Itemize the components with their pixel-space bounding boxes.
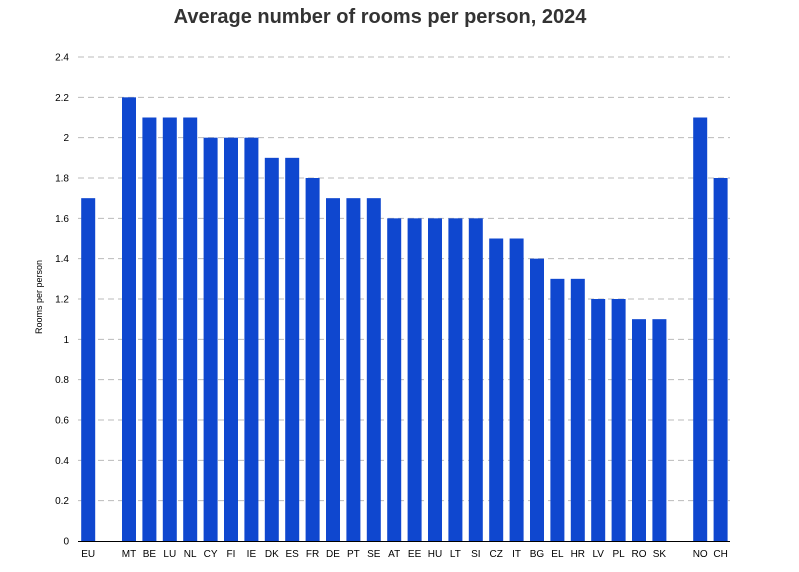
- x-tick-label-pl: PL: [612, 549, 625, 560]
- y-tick-label: 1.6: [55, 214, 69, 225]
- x-tick-label-lt: LT: [450, 549, 461, 560]
- x-tick-label-no: NO: [693, 549, 708, 560]
- bar-sk: [652, 319, 667, 541]
- x-tick-label-cy: CY: [204, 549, 218, 560]
- bar-fr: [305, 178, 320, 541]
- chart-title: Average number of rooms per person, 2024: [173, 6, 587, 28]
- x-tick-label-ie: IE: [247, 549, 257, 560]
- x-tick-label-nl: NL: [184, 549, 197, 560]
- bar-hu: [428, 218, 442, 542]
- y-tick-label: 0: [63, 537, 69, 548]
- bar-dk: [264, 157, 279, 542]
- bar-be: [142, 117, 157, 541]
- bar-cy: [203, 137, 218, 541]
- bar-se: [366, 198, 381, 541]
- x-tick-label-se: SE: [367, 549, 381, 560]
- bar-bg: [530, 258, 544, 541]
- y-tick-label: 2.4: [55, 53, 69, 64]
- y-tick-label: 0.6: [55, 416, 69, 427]
- bar-at: [387, 218, 402, 542]
- x-tick-label-cz: CZ: [490, 549, 503, 560]
- y-tick-label: 1.2: [55, 295, 69, 306]
- bar-cz: [489, 238, 504, 541]
- x-tick-label-ee: EE: [408, 549, 422, 560]
- y-tick-label: 2: [63, 133, 69, 144]
- x-tick-label-hu: HU: [428, 549, 442, 560]
- bar-ie: [244, 137, 259, 541]
- bar-eu: [81, 198, 96, 541]
- y-tick-label: 1.4: [55, 254, 69, 265]
- bar-es: [285, 157, 300, 542]
- y-axis-label: Rooms per person: [34, 260, 44, 334]
- x-tick-label-si: SI: [471, 549, 480, 560]
- bar-ch: [713, 178, 728, 541]
- bar-pl: [611, 299, 626, 541]
- bar-pt: [346, 198, 361, 541]
- bar-lu: [162, 117, 177, 541]
- bar-si: [468, 218, 483, 542]
- x-tick-label-el: EL: [551, 549, 564, 560]
- y-tick-label: 0.2: [55, 496, 69, 507]
- bar-de: [326, 198, 340, 541]
- bar-ee: [407, 218, 422, 542]
- bar-hr: [570, 278, 585, 541]
- y-tick-label: 2.2: [55, 93, 69, 104]
- x-tick-label-ro: RO: [632, 549, 647, 560]
- x-tick-label-hr: HR: [571, 549, 585, 560]
- bar-lv: [591, 299, 606, 541]
- x-tick-label-lu: LU: [163, 549, 176, 560]
- x-tick-label-eu: EU: [81, 549, 95, 560]
- y-tick-label: 0.4: [55, 456, 69, 467]
- x-axis-tick-labels: EU MT BE LU NL CY FI IE DK ES FR DE PT SE AT EE HU LT SI CZ…: [81, 549, 728, 560]
- bar-el: [550, 278, 565, 541]
- bar-lt: [448, 218, 463, 542]
- bar-no: [693, 117, 708, 541]
- bar-it: [509, 238, 524, 541]
- bar-mt: [122, 97, 136, 541]
- bar-nl: [183, 117, 198, 541]
- x-tick-label-pt: PT: [347, 549, 360, 560]
- x-tick-label-sk: SK: [653, 549, 667, 560]
- x-tick-label-be: BE: [143, 549, 157, 560]
- x-tick-label-it: IT: [512, 549, 521, 560]
- x-tick-label-mt: MT: [122, 549, 136, 560]
- bar-fi: [224, 137, 238, 541]
- x-tick-label-bg: BG: [530, 549, 545, 560]
- x-tick-label-dk: DK: [265, 549, 279, 560]
- y-tick-label: 1.8: [55, 174, 69, 185]
- y-tick-label: 1: [63, 335, 69, 346]
- y-axis-tick-labels: 0 0.2 0.4 0.6 0.8 1 1.2 1.4 1.6 1.8 2 2.2 2.4: [55, 53, 69, 548]
- bar-ro: [632, 319, 646, 541]
- x-tick-label-es: ES: [286, 549, 300, 560]
- x-tick-label-ch: CH: [713, 549, 727, 560]
- x-tick-label-at: AT: [388, 549, 400, 560]
- bars: [81, 97, 728, 542]
- y-tick-label: 0.8: [55, 375, 69, 386]
- x-tick-label-de: DE: [326, 549, 340, 560]
- x-tick-label-lv: LV: [592, 549, 604, 560]
- x-tick-label-fi: FI: [227, 549, 236, 560]
- x-tick-label-fr: FR: [306, 549, 319, 560]
